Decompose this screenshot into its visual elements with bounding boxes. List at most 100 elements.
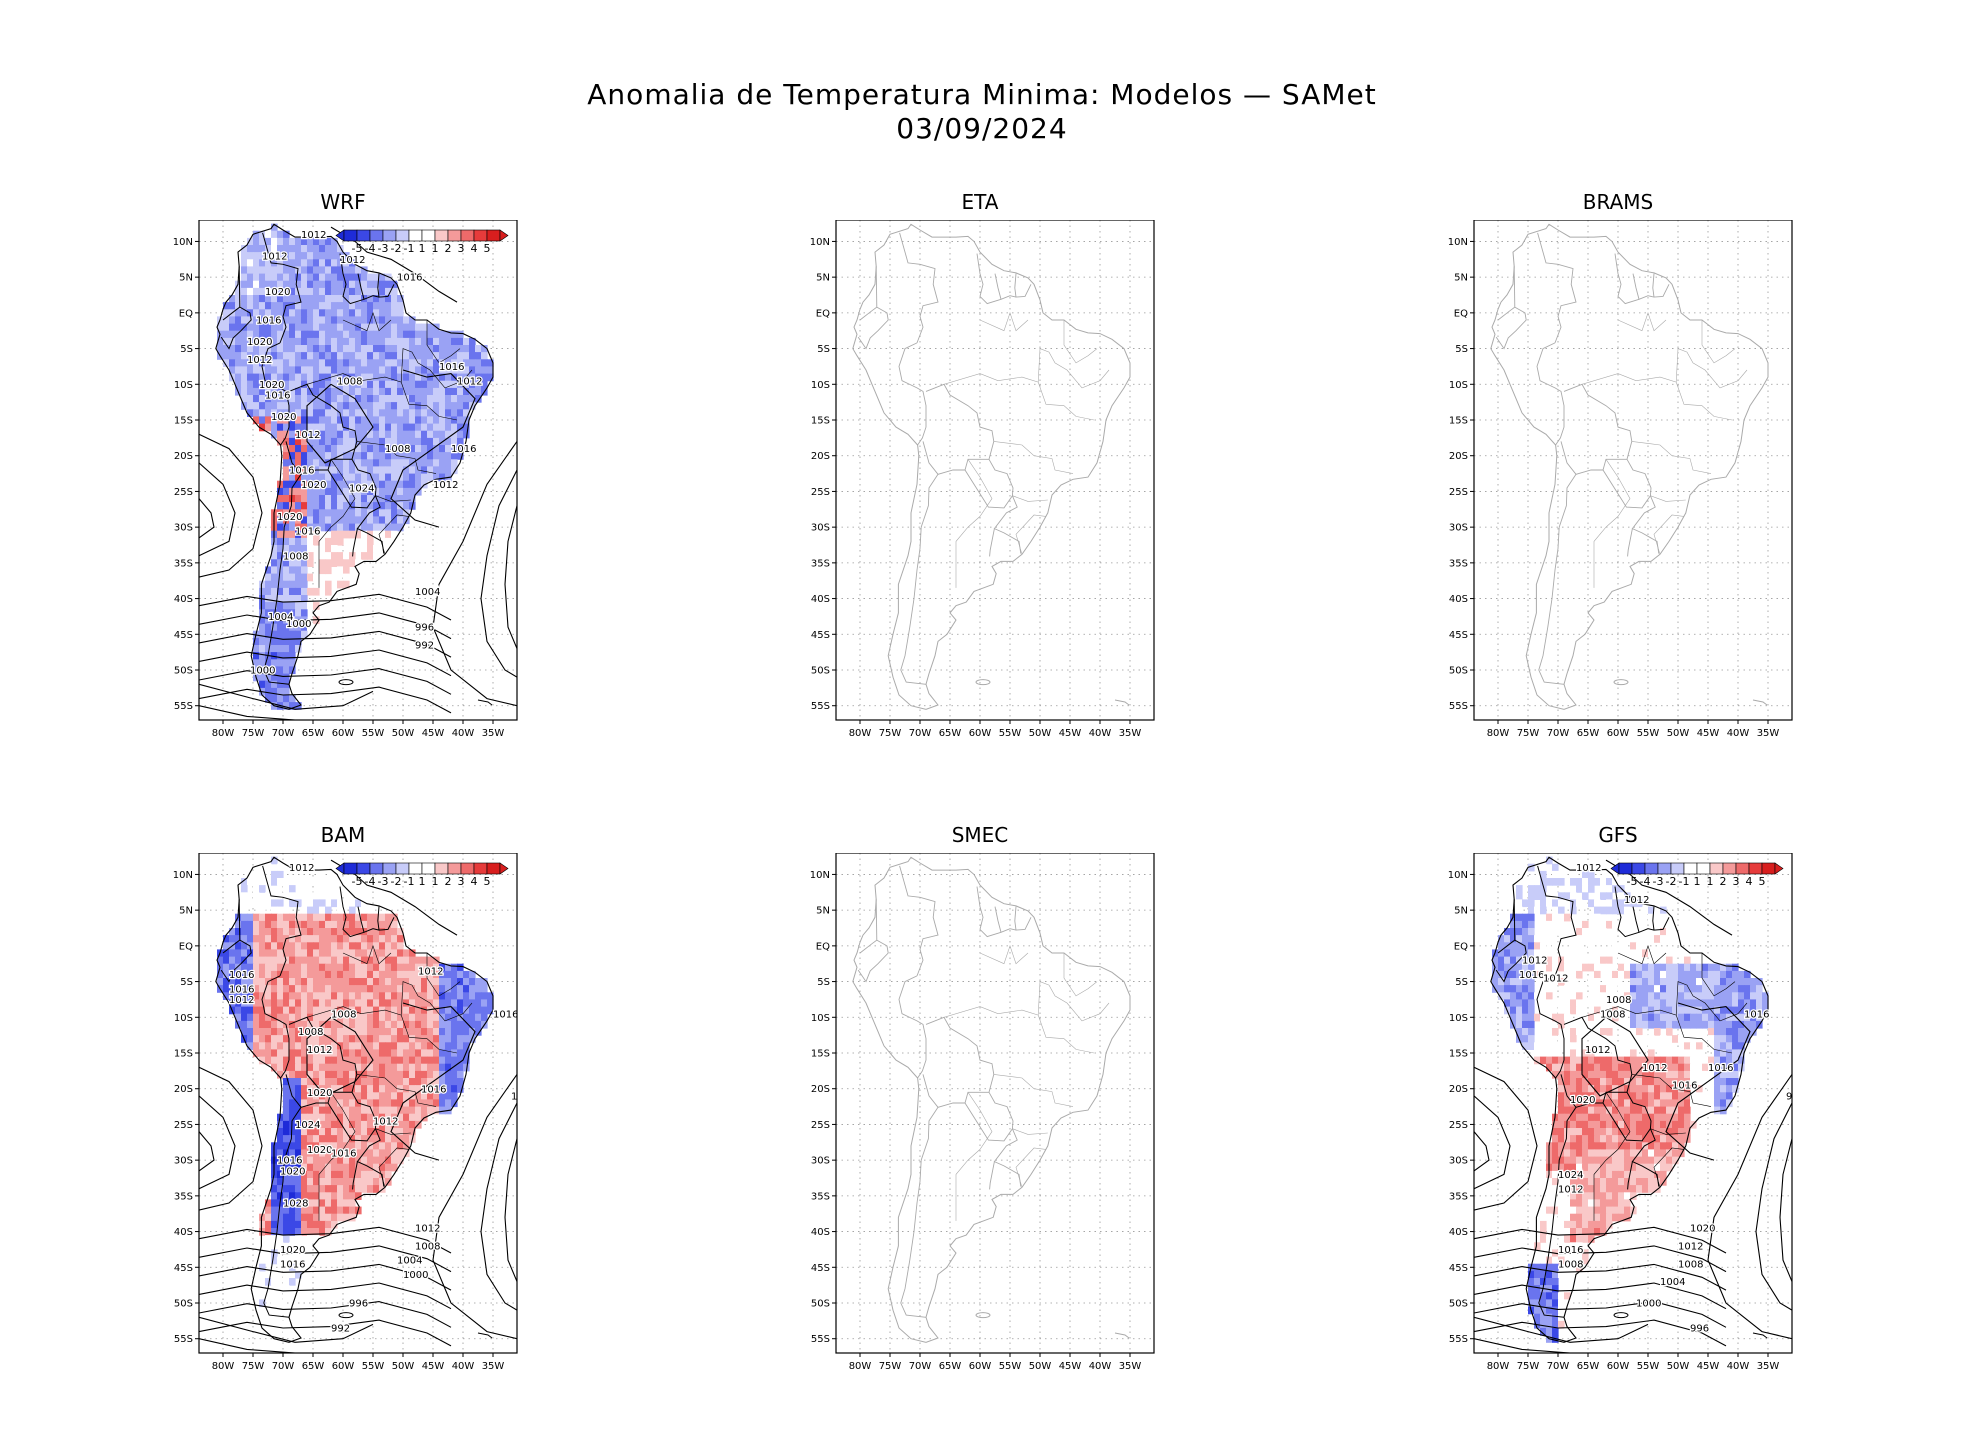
anomaly-cell	[397, 942, 404, 950]
anomaly-cell	[463, 1020, 470, 1029]
anomaly-cell	[1744, 1028, 1751, 1036]
country-border	[1537, 865, 1577, 977]
country-border	[857, 306, 889, 350]
anomaly-cell	[391, 1135, 398, 1143]
anomaly-cell	[301, 387, 308, 396]
anomaly-cell	[373, 316, 380, 325]
anomaly-cell	[1510, 1013, 1517, 1022]
anomaly-cell	[307, 1192, 314, 1200]
anomaly-cell	[457, 985, 464, 993]
anomaly-cell	[1570, 999, 1577, 1008]
anomaly-cell	[313, 245, 320, 253]
anomaly-cell	[259, 230, 266, 239]
anomaly-cell	[289, 352, 296, 360]
lat-tick-label: 55S	[1449, 701, 1468, 712]
anomaly-cell	[349, 480, 356, 489]
anomaly-cell	[1546, 978, 1553, 986]
anomaly-cell	[1570, 1256, 1577, 1265]
anomaly-cell	[265, 949, 272, 958]
anomaly-cell	[241, 373, 248, 382]
anomaly-cell	[1576, 1070, 1583, 1079]
anomaly-cell	[427, 1099, 434, 1108]
anomaly-cell	[415, 970, 422, 979]
anomaly-cell	[1732, 1063, 1739, 1072]
anomaly-cell	[1648, 1013, 1655, 1022]
lat-tick-label: 50S	[811, 1299, 830, 1310]
anomaly-cell	[331, 978, 338, 986]
anomaly-cell	[271, 416, 278, 425]
colorbar-label: -2	[391, 875, 402, 888]
anomaly-cell	[1552, 1220, 1559, 1229]
anomaly-cell	[1522, 1042, 1529, 1050]
anomaly-cell	[325, 1020, 332, 1029]
anomaly-cell	[283, 630, 290, 639]
lat-tick-label: 45S	[811, 1263, 830, 1274]
anomaly-cell	[343, 402, 350, 410]
anomaly-cell	[223, 345, 230, 353]
isobar-label: 1016	[265, 391, 290, 402]
anomaly-cell	[361, 323, 368, 332]
anomaly-cell	[241, 906, 248, 915]
lat-tick-label: EQ	[179, 308, 193, 319]
anomaly-cell	[283, 1192, 290, 1200]
colorbar-swatch	[395, 862, 410, 875]
anomaly-cell	[259, 906, 266, 915]
anomaly-cell	[289, 480, 296, 489]
anomaly-cell	[1714, 970, 1721, 979]
anomaly-cell	[409, 978, 416, 986]
anomaly-cell	[403, 316, 410, 325]
anomaly-cell	[337, 566, 344, 575]
anomaly-cell	[271, 280, 278, 289]
anomaly-cell	[361, 1099, 368, 1108]
anomaly-cell	[343, 1142, 350, 1150]
anomaly-cell	[325, 252, 332, 260]
state-border	[378, 514, 410, 555]
anomaly-cell	[349, 430, 356, 439]
anomaly-cell	[355, 1056, 362, 1065]
anomaly-cell	[283, 1128, 290, 1136]
colorbar-swatch	[460, 229, 475, 242]
anomaly-cell	[391, 509, 398, 517]
anomaly-cell	[325, 402, 332, 410]
anomaly-cell	[415, 345, 422, 353]
anomaly-cell	[235, 359, 242, 367]
anomaly-cell	[1630, 992, 1637, 1000]
anomaly-cell	[223, 956, 230, 965]
anomaly-cell	[1564, 1042, 1571, 1050]
anomaly-cell	[1678, 963, 1685, 972]
anomaly-cell	[421, 337, 428, 346]
anomaly-cell	[349, 559, 356, 567]
anomaly-cell	[313, 266, 320, 275]
anomaly-cell	[1588, 1156, 1595, 1165]
anomaly-cell	[1570, 1206, 1577, 1215]
anomaly-cell	[1546, 956, 1553, 965]
anomaly-cell	[259, 645, 266, 653]
anomaly-cell	[361, 1035, 368, 1043]
anomaly-cell	[1558, 1013, 1565, 1022]
anomaly-cell	[307, 1113, 314, 1122]
anomaly-cell	[409, 330, 416, 339]
anomaly-cell	[469, 999, 476, 1008]
country-border	[220, 939, 252, 983]
country-border	[1495, 939, 1527, 983]
anomaly-cell	[1660, 1078, 1667, 1086]
anomaly-cell	[349, 280, 356, 289]
lon-tick-label: 50W	[392, 728, 415, 739]
anomaly-cell	[283, 1170, 290, 1179]
anomaly-cell	[331, 1113, 338, 1122]
anomaly-cell	[1552, 1142, 1559, 1150]
anomaly-cell	[307, 359, 314, 367]
anomaly-cell	[283, 480, 290, 489]
anomaly-cell	[1666, 1113, 1673, 1122]
anomaly-cell	[331, 1028, 338, 1036]
anomaly-cell	[283, 559, 290, 567]
anomaly-cell	[1558, 1042, 1565, 1050]
anomaly-cell	[391, 1142, 398, 1150]
anomaly-cell	[325, 445, 332, 453]
anomaly-cell	[301, 1006, 308, 1015]
anomaly-cell	[283, 1278, 290, 1286]
colorbar-legend: -5 -4 -3 -2 -1 1 1 2 3 4 5	[335, 862, 509, 888]
anomaly-cell	[343, 466, 350, 475]
anomaly-cell	[295, 956, 302, 965]
anomaly-cell	[1558, 1099, 1565, 1108]
